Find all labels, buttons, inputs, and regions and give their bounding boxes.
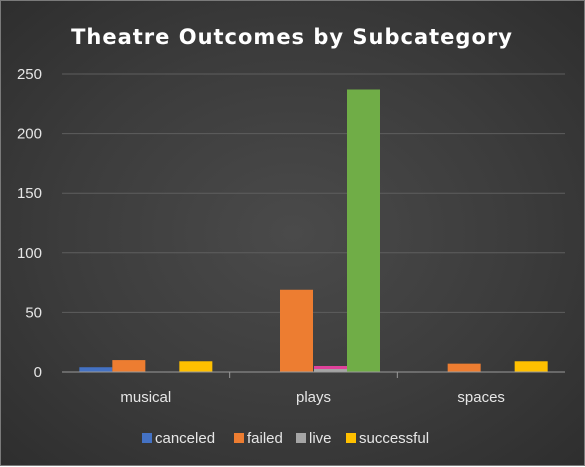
bar-successful-musical	[179, 361, 213, 372]
x-tick-label: plays	[296, 389, 331, 406]
legend-label-canceled: canceled	[155, 430, 215, 447]
bar-canceled-musical	[79, 367, 113, 372]
bar-failed-spaces	[447, 363, 481, 372]
legend-label-live: live	[309, 430, 332, 447]
y-tick-label: 50	[25, 304, 42, 321]
bar-successful-spaces	[514, 361, 548, 372]
legend-swatch-failed	[234, 433, 244, 443]
y-tick-label: 0	[34, 364, 42, 381]
y-tick-label: 200	[17, 126, 42, 143]
legend-swatch-canceled	[142, 433, 152, 443]
x-tick-label: musical	[120, 389, 171, 406]
y-axis-ticks: 0 50 100 150 200 250	[17, 66, 42, 381]
x-axis-ticks: musical plays spaces	[120, 372, 505, 406]
legend-label-failed: failed	[247, 430, 283, 447]
x-tick-label: spaces	[457, 389, 505, 406]
legend-label-successful: successful	[359, 430, 429, 447]
bar-failed-plays	[280, 289, 313, 372]
legend: canceled failed live successful	[142, 430, 429, 447]
bars	[79, 89, 548, 372]
gridlines	[62, 73, 565, 313]
legend-swatch-successful	[346, 433, 356, 443]
bar-overlay-plays	[314, 366, 347, 370]
y-tick-label: 100	[17, 245, 42, 262]
legend-swatch-live	[296, 433, 306, 443]
y-tick-label: 250	[17, 66, 42, 83]
bar-failed-musical	[112, 360, 146, 372]
chart-title: Theatre Outcomes by Subcategory	[71, 25, 513, 49]
bar-highlight-plays	[347, 89, 380, 372]
y-tick-label: 150	[17, 185, 42, 202]
